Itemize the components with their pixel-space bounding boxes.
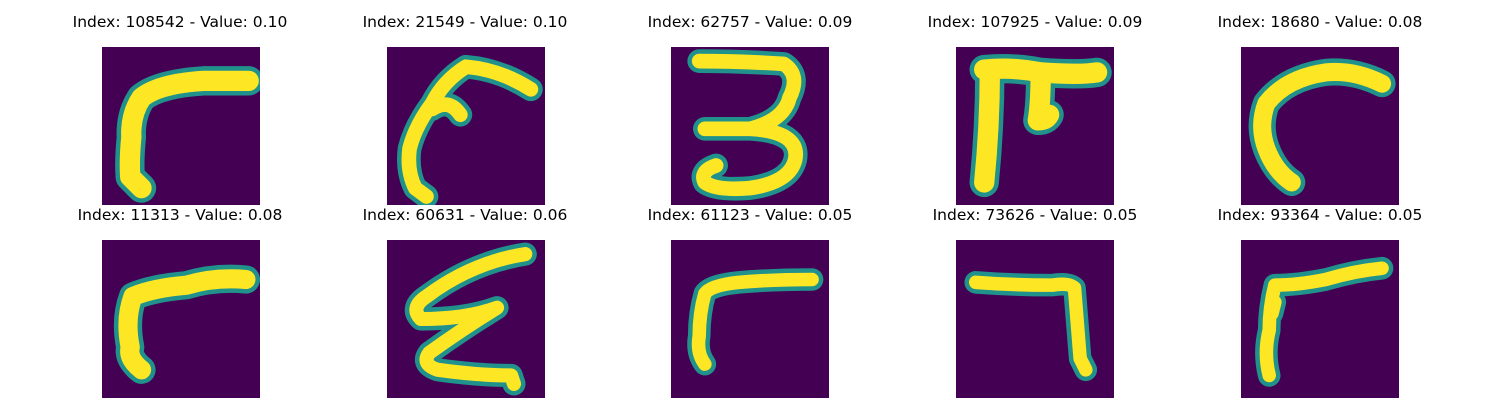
digit-stroke [691, 272, 819, 371]
digit-stroke [974, 58, 1108, 193]
sample-title: Index: 18680 - Value: 0.08 [1217, 13, 1423, 31]
sample-cell: Index: 73626 - Value: 0.05 [893, 204, 1178, 398]
digit-stroke [401, 59, 539, 204]
sample-title: Index: 108542 - Value: 0.10 [72, 13, 288, 31]
digit-image [671, 240, 829, 398]
sample-title: Index: 73626 - Value: 0.05 [932, 206, 1138, 224]
sample-title: Index: 61123 - Value: 0.05 [647, 206, 853, 224]
sample-title: Index: 11313 - Value: 0.08 [77, 206, 283, 224]
sample-cell: Index: 93364 - Value: 0.05 [1178, 204, 1463, 398]
sample-title: Index: 21549 - Value: 0.10 [362, 13, 568, 31]
digit-image [956, 47, 1114, 205]
digit-stroke [118, 269, 256, 380]
digit-stroke [968, 275, 1093, 377]
sample-cell: Index: 21549 - Value: 0.10 [323, 11, 608, 205]
sample-title: Index: 62757 - Value: 0.09 [647, 13, 853, 31]
digit-stroke-svg [115, 66, 260, 203]
digit-stroke [119, 70, 259, 199]
sample-cell: Index: 61123 - Value: 0.05 [608, 204, 893, 398]
digit-image [956, 240, 1114, 398]
digit-stroke [1259, 261, 1389, 383]
digit-stroke-svg [113, 264, 260, 384]
digit-stroke-svg [404, 242, 537, 396]
digit-image [387, 47, 545, 205]
digit-stroke-svg [969, 53, 1112, 198]
digit-stroke-svg [687, 49, 808, 201]
sample-cell: Index: 11313 - Value: 0.08 [38, 204, 323, 398]
digit-stroke-svg [964, 271, 1098, 382]
digit-image [671, 47, 829, 205]
sample-title: Index: 107925 - Value: 0.09 [927, 13, 1143, 31]
digit-stroke-svg [1255, 256, 1394, 387]
digit-image [387, 240, 545, 398]
digit-stroke-svg [397, 54, 543, 205]
sample-title: Index: 60631 - Value: 0.06 [362, 206, 568, 224]
digit-stroke-svg [687, 268, 824, 376]
sample-cell: Index: 60631 - Value: 0.06 [323, 204, 608, 398]
digit-stroke [409, 247, 533, 391]
digit-stroke [1253, 62, 1392, 192]
sample-cell: Index: 107925 - Value: 0.09 [893, 11, 1178, 205]
digit-stroke-svg [1248, 58, 1396, 196]
digit-image [1241, 47, 1399, 205]
digit-image [1241, 240, 1399, 398]
sample-title: Index: 93364 - Value: 0.05 [1217, 206, 1423, 224]
digit-image [102, 47, 260, 205]
sample-cell: Index: 18680 - Value: 0.08 [1178, 11, 1463, 205]
sample-cell: Index: 62757 - Value: 0.09 [608, 11, 893, 205]
digit-stroke [691, 53, 804, 197]
digit-image [102, 240, 260, 398]
sample-cell: Index: 108542 - Value: 0.10 [38, 11, 323, 205]
